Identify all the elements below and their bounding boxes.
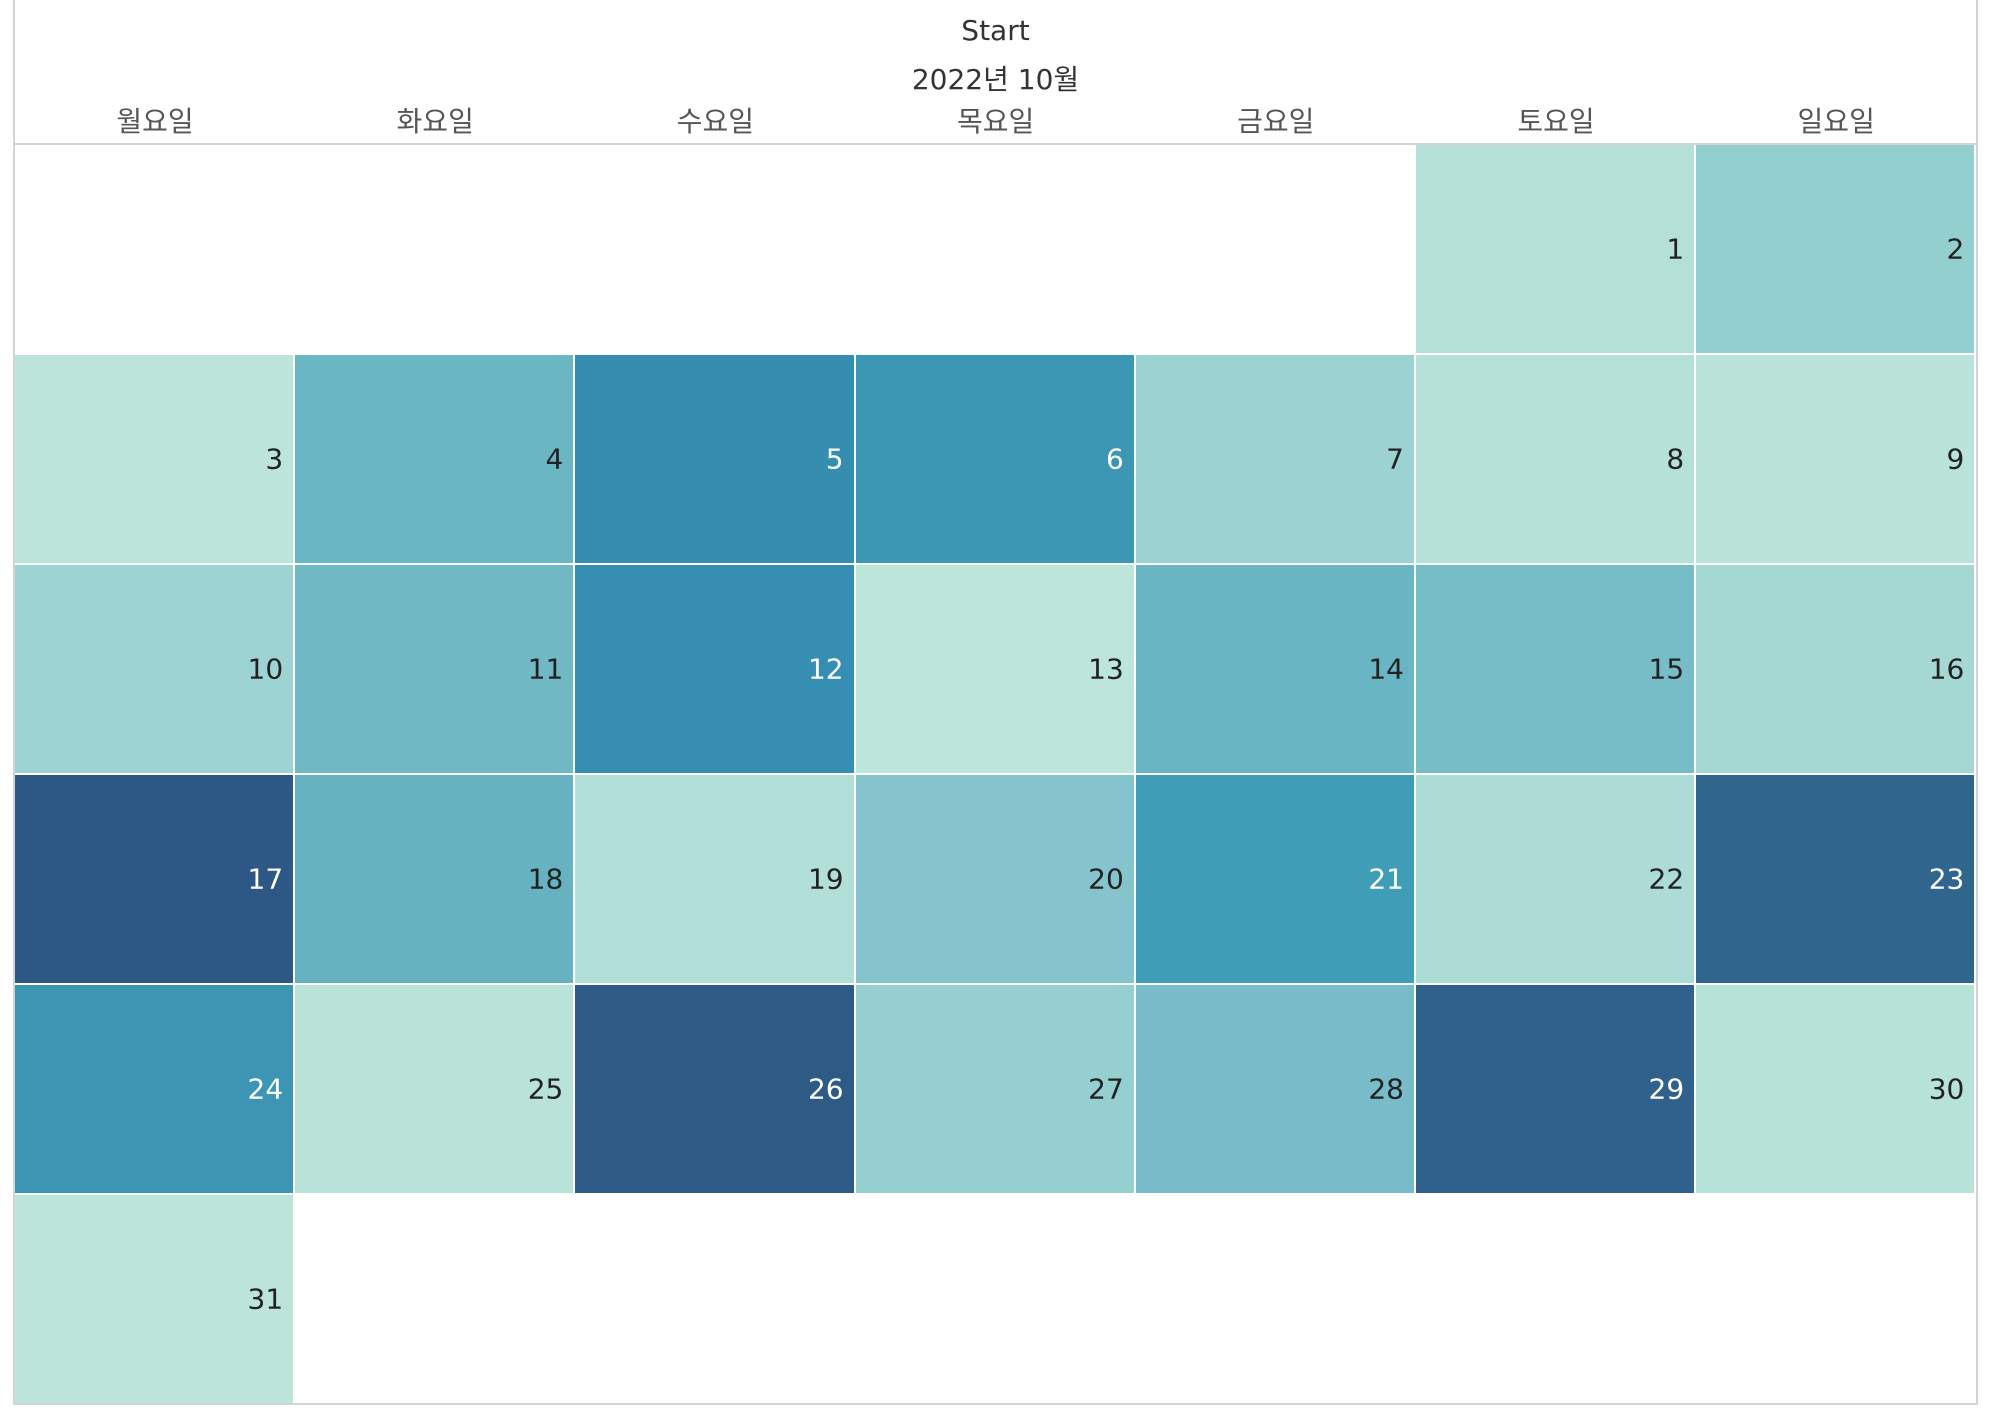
day-number: 6	[1105, 442, 1124, 476]
day-number: 18	[527, 862, 564, 896]
day-number: 17	[247, 862, 284, 896]
day-number: 22	[1648, 862, 1685, 896]
day-cell[interactable]: 13	[855, 565, 1134, 773]
day-number: 21	[1368, 862, 1404, 896]
day-cell[interactable]: 14	[1135, 565, 1414, 773]
day-cell[interactable]: 11	[295, 565, 574, 773]
day-number: 28	[1368, 1072, 1404, 1106]
day-number: 10	[247, 652, 284, 686]
day-cell[interactable]: 17	[15, 775, 294, 983]
day-cell[interactable]: 30	[1696, 985, 1975, 1193]
header-divider	[15, 143, 1976, 145]
day-cell[interactable]: 29	[1416, 985, 1695, 1193]
weekday-header: 금요일	[1237, 105, 1315, 138]
day-cell[interactable]: 10	[15, 565, 294, 773]
day-number: 11	[527, 652, 564, 686]
day-number: 23	[1928, 862, 1965, 896]
day-number: 19	[807, 862, 844, 896]
day-cell[interactable]: 28	[1135, 985, 1414, 1193]
day-number: 9	[1946, 442, 1965, 476]
day-cell[interactable]: 18	[295, 775, 574, 983]
day-cell[interactable]: 19	[575, 775, 854, 983]
day-number: 14	[1368, 652, 1404, 686]
day-cell[interactable]: 8	[1416, 355, 1695, 563]
day-cell[interactable]: 21	[1135, 775, 1414, 983]
weekday-header-row: 월요일 화요일 수요일 목요일 금요일 토요일 일요일	[15, 100, 1976, 144]
day-number: 24	[247, 1072, 284, 1106]
day-cell[interactable]: 7	[1135, 355, 1414, 563]
day-number: 20	[1088, 862, 1124, 896]
day-cell[interactable]: 5	[575, 355, 854, 563]
day-number: 3	[265, 442, 284, 476]
day-cell[interactable]: 25	[295, 985, 574, 1193]
day-cell[interactable]: 27	[855, 985, 1134, 1193]
day-number: 5	[825, 442, 844, 476]
day-cell[interactable]: 1	[1416, 145, 1695, 353]
day-cell[interactable]: 16	[1696, 565, 1975, 773]
calendar-chart: Start 2022년 10월 월요일 화요일 수요일 목요일 금요일 토요일 …	[13, 0, 1978, 1405]
day-cell[interactable]: 6	[855, 355, 1134, 563]
calendar-grid: 1 2 3 4 5 6 7 8 9 10 11 12 13 14 15 16 17 18 19 20 21 22 23 24 2…	[15, 145, 1976, 1403]
day-cell[interactable]: 24	[15, 985, 294, 1193]
day-number: 25	[527, 1072, 564, 1106]
weekday-header: 토요일	[1517, 105, 1595, 138]
day-cell[interactable]: 23	[1696, 775, 1975, 983]
day-cell[interactable]: 9	[1696, 355, 1975, 563]
day-number: 12	[807, 652, 844, 686]
day-number: 30	[1928, 1072, 1965, 1106]
day-number: 4	[545, 442, 564, 476]
day-number: 2	[1946, 232, 1965, 266]
day-number: 26	[807, 1072, 844, 1106]
weekday-header: 목요일	[956, 105, 1035, 138]
day-cell[interactable]: 3	[15, 355, 294, 563]
day-number: 29	[1648, 1072, 1685, 1106]
day-number: 31	[247, 1282, 284, 1316]
day-cell[interactable]: 31	[15, 1195, 294, 1403]
day-cell[interactable]: 22	[1416, 775, 1695, 983]
day-number: 16	[1928, 652, 1965, 686]
weekday-header: 화요일	[396, 105, 474, 138]
day-number: 13	[1088, 652, 1124, 686]
month-label: 2022년 10월	[911, 63, 1080, 96]
day-cell[interactable]: 2	[1696, 145, 1975, 353]
day-cell[interactable]: 26	[575, 985, 854, 1193]
day-number: 27	[1088, 1072, 1124, 1106]
day-cell[interactable]: 15	[1416, 565, 1695, 773]
day-number: 7	[1386, 442, 1404, 476]
chart-title: Start	[961, 14, 1030, 47]
day-number: 8	[1666, 442, 1685, 476]
weekday-header: 일요일	[1797, 105, 1875, 138]
day-cell[interactable]: 20	[855, 775, 1134, 983]
weekday-header: 수요일	[676, 105, 755, 138]
day-cell[interactable]: 12	[575, 565, 854, 773]
weekday-header: 월요일	[116, 105, 194, 138]
day-cell[interactable]: 4	[295, 355, 574, 563]
day-number: 15	[1648, 652, 1685, 686]
day-number: 1	[1666, 232, 1685, 266]
